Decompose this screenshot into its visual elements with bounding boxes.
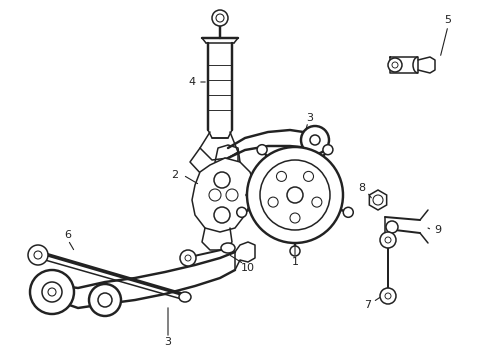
Circle shape — [373, 195, 383, 205]
Text: 9: 9 — [435, 225, 441, 235]
Circle shape — [290, 213, 300, 223]
Ellipse shape — [179, 292, 191, 302]
Text: 10: 10 — [241, 263, 255, 273]
Circle shape — [212, 10, 228, 26]
Circle shape — [214, 172, 230, 188]
Circle shape — [312, 197, 322, 207]
Circle shape — [392, 62, 398, 68]
Text: 3: 3 — [165, 337, 172, 347]
Text: 4: 4 — [189, 77, 196, 87]
Polygon shape — [369, 190, 387, 210]
Circle shape — [310, 135, 320, 145]
Text: 8: 8 — [359, 183, 366, 193]
Circle shape — [209, 189, 221, 201]
Circle shape — [34, 251, 42, 259]
Text: 7: 7 — [365, 300, 371, 310]
Circle shape — [388, 58, 402, 72]
Circle shape — [385, 237, 391, 243]
Text: 5: 5 — [444, 15, 451, 25]
Circle shape — [216, 14, 224, 22]
Circle shape — [290, 246, 300, 256]
Circle shape — [48, 288, 56, 296]
Circle shape — [180, 250, 196, 266]
Circle shape — [89, 284, 121, 316]
Circle shape — [247, 147, 343, 243]
Circle shape — [214, 207, 230, 223]
Circle shape — [226, 189, 238, 201]
Circle shape — [268, 197, 278, 207]
Circle shape — [28, 245, 48, 265]
Polygon shape — [192, 158, 255, 232]
Text: 2: 2 — [172, 170, 178, 180]
Circle shape — [303, 171, 314, 181]
Circle shape — [237, 207, 247, 217]
Circle shape — [380, 232, 396, 248]
Circle shape — [323, 145, 333, 155]
Text: 1: 1 — [292, 257, 298, 267]
Circle shape — [380, 288, 396, 304]
Circle shape — [287, 187, 303, 203]
Circle shape — [301, 126, 329, 154]
Circle shape — [98, 293, 112, 307]
Circle shape — [385, 293, 391, 299]
Text: 3: 3 — [307, 113, 314, 123]
Circle shape — [185, 255, 191, 261]
Circle shape — [257, 145, 267, 155]
Circle shape — [260, 160, 330, 230]
Circle shape — [276, 171, 287, 181]
Circle shape — [30, 270, 74, 314]
Circle shape — [386, 221, 398, 233]
Ellipse shape — [221, 243, 235, 253]
Circle shape — [343, 207, 353, 217]
Circle shape — [42, 282, 62, 302]
Text: 6: 6 — [65, 230, 72, 240]
